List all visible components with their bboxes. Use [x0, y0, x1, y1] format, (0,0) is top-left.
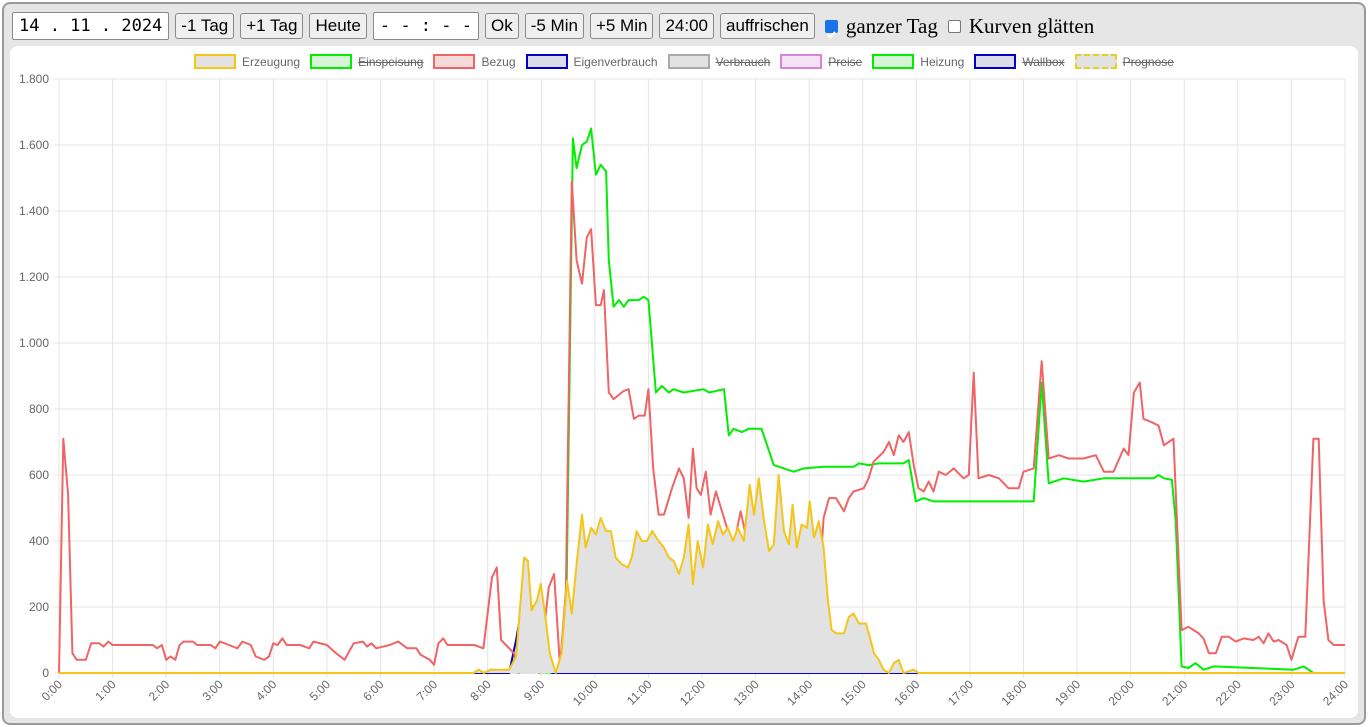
x-tick-label: 23:00 [1266, 677, 1297, 708]
time-input[interactable]: - - : - - [372, 12, 479, 40]
chart: 0 200 400 600 800 1.000 1.200 1.400 1.600 1.800 0:… [19, 72, 1351, 708]
button[interactable]: -5 Min [524, 13, 584, 39]
y-tick-label: 1.600 [19, 138, 49, 152]
y-tick-label: 200 [29, 600, 49, 614]
x-tick-label: 5:00 [307, 677, 334, 704]
legend-swatch [974, 54, 1017, 69]
y-tick-label: 800 [29, 402, 49, 416]
legend-item[interactable]: Heizung [872, 54, 964, 69]
legend: Erzeugung Einspeisung Bezug Eigenverbrauch V… [10, 54, 1358, 69]
x-tick-label: 20:00 [1106, 677, 1137, 708]
legend-item[interactable]: Verbrauch [667, 54, 771, 69]
toolbar: 14 . 11 . 2024 -1 Tag +1 Tag Heute - - :… [12, 12, 1094, 40]
series-line [58, 180, 1345, 674]
x-tick-label: 24:00 [1320, 677, 1351, 708]
button[interactable]: Ok [484, 13, 519, 39]
chart-panel: 0 200 400 600 800 1.000 1.200 1.400 1.600 1.800 0:… [10, 46, 1358, 718]
date-input[interactable]: 14 . 11 . 2024 [12, 12, 170, 40]
x-tick-label: 6:00 [360, 677, 387, 704]
x-tick-label: 3:00 [199, 677, 226, 704]
legend-item[interactable]: Wallbox [974, 54, 1065, 69]
legend-item[interactable]: Preise [780, 54, 862, 69]
legend-label: Bezug [481, 54, 516, 69]
x-tick-label: 7:00 [414, 677, 441, 704]
checkbox-option[interactable]: Kurven glätten [947, 13, 1095, 39]
x-tick-label: 2:00 [146, 677, 173, 704]
legend-label: Erzeugung [242, 54, 301, 69]
x-tick-label: 1:00 [92, 677, 119, 704]
legend-label: Heizung [920, 54, 965, 69]
checkbox-label: Kurven glätten [968, 13, 1095, 38]
options: ganzer Tag Kurven glätten [821, 14, 1094, 39]
legend-swatch [525, 54, 568, 69]
x-tick-label: 22:00 [1213, 677, 1244, 708]
x-tick-label: 8:00 [467, 677, 494, 704]
x-tick-label: 13:00 [731, 677, 762, 708]
checkbox-label: ganzer Tag [845, 13, 938, 38]
button[interactable]: auffrischen [719, 13, 815, 39]
x-tick-label: 16:00 [891, 677, 922, 708]
legend-item[interactable]: Bezug [433, 54, 516, 69]
legend-swatch [667, 54, 710, 69]
series-line [59, 474, 1345, 674]
legend-label: Verbrauch [715, 54, 771, 69]
x-tick-label: 17:00 [945, 677, 976, 708]
legend-swatch [194, 54, 237, 69]
y-tick-label: 0 [42, 666, 49, 680]
x-tick-label: 9:00 [521, 677, 548, 704]
checkbox[interactable] [947, 19, 961, 33]
y-tick-label: 400 [29, 534, 49, 548]
y-tick-label: 1.200 [19, 270, 49, 284]
legend-item[interactable]: Eigenverbrauch [525, 54, 658, 69]
x-tick-label: 4:00 [253, 677, 280, 704]
legend-label: Prognose [1122, 54, 1174, 69]
checkbox-option[interactable]: ganzer Tag [824, 13, 938, 39]
x-tick-label: 0:00 [39, 677, 66, 704]
legend-swatch [433, 54, 476, 69]
y-tick-label: 1.400 [19, 204, 49, 218]
x-tick-label: 19:00 [1052, 677, 1083, 708]
button[interactable]: -1 Tag [175, 13, 235, 39]
legend-label: Eigenverbrauch [573, 54, 658, 69]
x-tick-label: 15:00 [838, 677, 869, 708]
checkbox[interactable] [824, 19, 838, 38]
button[interactable]: 24:00 [659, 13, 714, 39]
y-tick-label: 1.000 [19, 336, 49, 350]
legend-label: Einspeisung [358, 54, 424, 69]
x-tick-label: 21:00 [1159, 677, 1190, 708]
area [59, 475, 1345, 673]
legend-swatch [310, 54, 353, 69]
x-tick-label: 10:00 [570, 677, 601, 708]
y-tick-label: 600 [29, 468, 49, 482]
button[interactable]: +5 Min [589, 13, 654, 39]
x-tick-label: 12:00 [677, 677, 708, 708]
legend-swatch [1074, 54, 1117, 69]
legend-label: Wallbox [1022, 54, 1065, 69]
series-line [59, 127, 1345, 674]
legend-label: Preise [828, 54, 863, 69]
legend-item[interactable]: Einspeisung [310, 54, 423, 69]
legend-swatch [780, 54, 823, 69]
legend-item[interactable]: Prognose [1074, 54, 1174, 69]
x-tick-label: 18:00 [998, 677, 1029, 708]
button[interactable]: +1 Tag [240, 13, 304, 39]
legend-item[interactable]: Erzeugung [194, 54, 300, 69]
x-tick-label: 14:00 [784, 677, 815, 708]
y-tick-label: 1.800 [19, 72, 49, 86]
legend-swatch [872, 54, 915, 69]
button[interactable]: Heute [309, 13, 367, 39]
x-tick-label: 11:00 [624, 677, 655, 708]
